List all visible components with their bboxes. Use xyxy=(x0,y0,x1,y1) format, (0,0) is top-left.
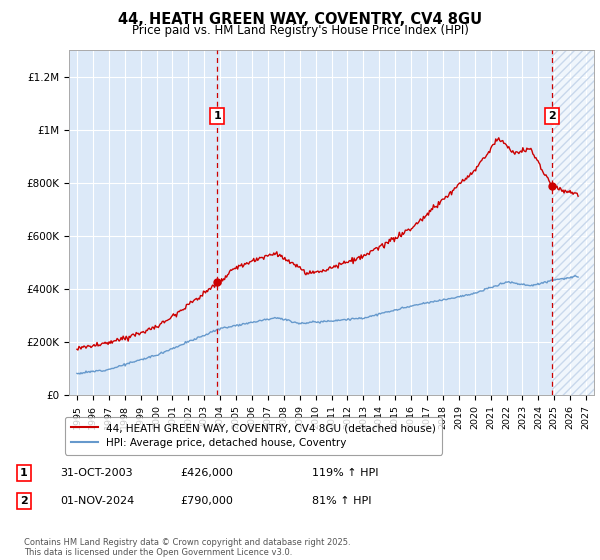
Text: £790,000: £790,000 xyxy=(180,496,233,506)
Text: 44, HEATH GREEN WAY, COVENTRY, CV4 8GU: 44, HEATH GREEN WAY, COVENTRY, CV4 8GU xyxy=(118,12,482,27)
Text: 2: 2 xyxy=(548,111,556,121)
Text: 2: 2 xyxy=(20,496,28,506)
Bar xyxy=(551,50,594,395)
Text: 1: 1 xyxy=(214,111,221,121)
Text: 119% ↑ HPI: 119% ↑ HPI xyxy=(312,468,379,478)
Text: 81% ↑ HPI: 81% ↑ HPI xyxy=(312,496,371,506)
Text: Price paid vs. HM Land Registry's House Price Index (HPI): Price paid vs. HM Land Registry's House … xyxy=(131,24,469,37)
Text: 31-OCT-2003: 31-OCT-2003 xyxy=(60,468,133,478)
Bar xyxy=(551,50,594,395)
Text: 01-NOV-2024: 01-NOV-2024 xyxy=(60,496,134,506)
Legend: 44, HEATH GREEN WAY, COVENTRY, CV4 8GU (detached house), HPI: Average price, det: 44, HEATH GREEN WAY, COVENTRY, CV4 8GU (… xyxy=(65,417,442,455)
Text: Contains HM Land Registry data © Crown copyright and database right 2025.
This d: Contains HM Land Registry data © Crown c… xyxy=(24,538,350,557)
Text: £426,000: £426,000 xyxy=(180,468,233,478)
Text: 1: 1 xyxy=(20,468,28,478)
